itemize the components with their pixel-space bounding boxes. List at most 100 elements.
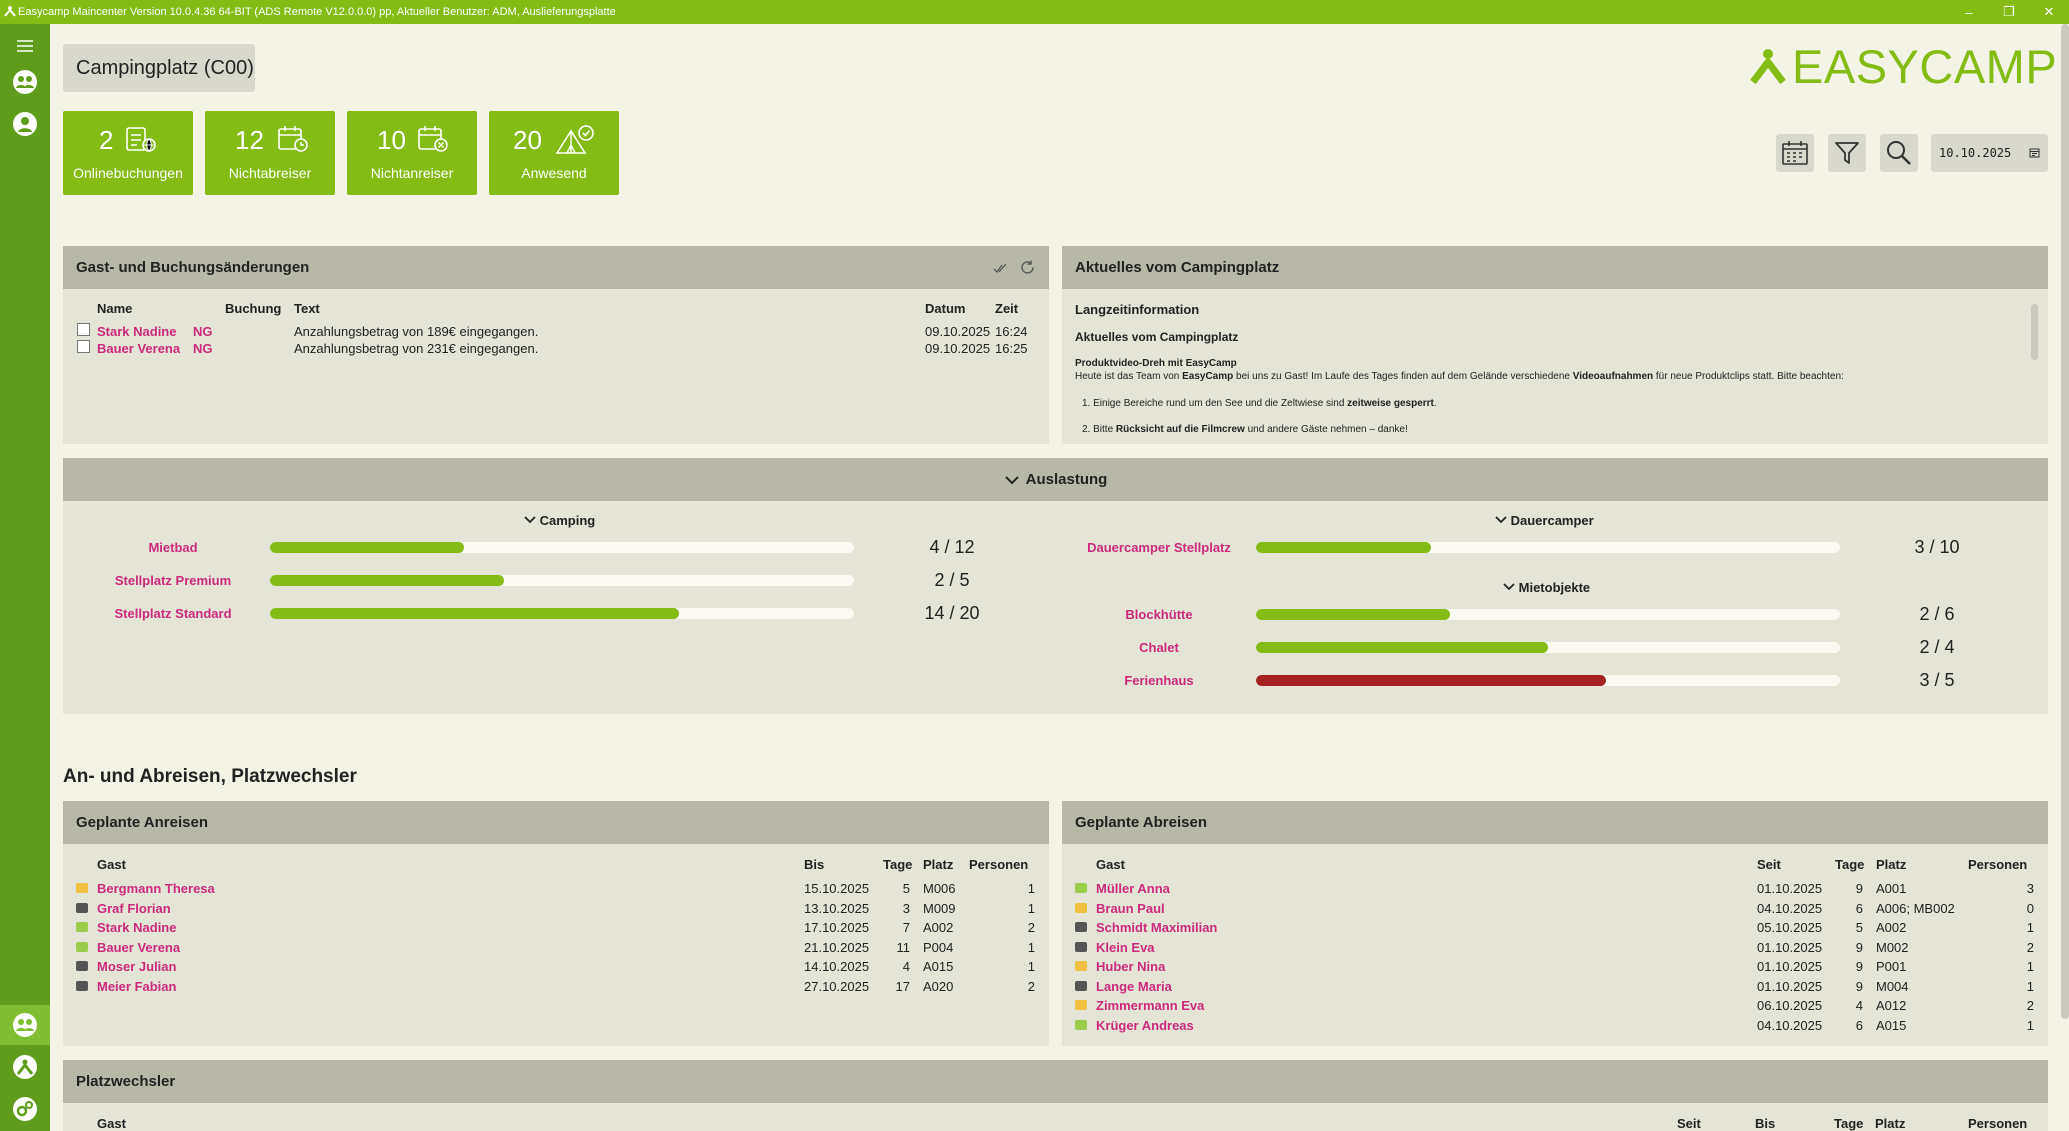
since-date: 06.10.2025: [1757, 998, 1823, 1013]
booking-status-icon: [1075, 922, 1087, 932]
location-selector[interactable]: Campingplatz (C00): [63, 44, 255, 92]
booking-tag[interactable]: NG: [193, 341, 213, 356]
departures-panel: Geplante Abreisen Gast Seit Tage Platz P…: [1062, 801, 2048, 1046]
maximize-button[interactable]: ❐: [2003, 4, 2015, 19]
chevron-down-icon: [1495, 516, 1507, 524]
news-scrollbar[interactable]: [2031, 304, 2038, 360]
news-list-item: 2. Bitte Rücksicht auf die Filmcrew und …: [1082, 424, 1408, 435]
persons-count: 1: [2026, 1017, 2034, 1033]
guest-link[interactable]: Schmidt Maximilian: [1096, 920, 1218, 935]
place-code: M009: [923, 900, 956, 916]
since-date: 04.10.2025: [1757, 1017, 1823, 1033]
occupancy-label[interactable]: Stellplatz Premium: [114, 573, 232, 588]
occupancy-bar-fill: [1256, 675, 1607, 686]
calendar-mini-icon: [2029, 148, 2040, 158]
since-date: 05.10.2025: [1757, 920, 1823, 935]
days-count: 9: [1855, 881, 1863, 896]
guest-link[interactable]: Zimmermann Eva: [1096, 998, 1205, 1013]
dauercamper-group-toggle[interactable]: Dauercamper: [1495, 513, 1594, 528]
guest-link[interactable]: Lange Maria: [1096, 978, 1172, 994]
occupancy-bar-fill: [270, 542, 465, 553]
refresh-icon[interactable]: [1020, 260, 1035, 275]
settings-icon: [13, 1097, 37, 1121]
occupancy-bar: [1256, 609, 1840, 620]
booking-tag[interactable]: NG: [193, 324, 213, 339]
guest-link[interactable]: Bergmann Theresa: [97, 881, 215, 896]
news-panel: Aktuelles vom Campingplatz Langzeitinfor…: [1062, 246, 2048, 444]
col-persons: Personen: [969, 857, 1029, 872]
guest-link[interactable]: Moser Julian: [97, 959, 177, 974]
occupancy-label[interactable]: Mietbad: [148, 540, 198, 555]
occupancy-label[interactable]: Chalet: [1139, 640, 1179, 655]
occupancy-panel: Auslastung Camping Dauercamper Mietobjek…: [63, 458, 2048, 714]
days-count: 6: [1855, 900, 1863, 916]
search-button[interactable]: [1880, 134, 1918, 172]
place-code: A012: [1876, 998, 1907, 1013]
sidebar-item-dashboard[interactable]: [0, 1005, 50, 1045]
easycamp-logo: EASYCAMP: [1748, 40, 2057, 93]
kpi-online-bookings[interactable]: 2 Onlinebuchungen: [63, 111, 193, 195]
days-count: 11: [896, 939, 911, 955]
change-time: 16:25: [995, 341, 1028, 356]
filter-button[interactable]: [1828, 134, 1866, 172]
sidebar-item-staff[interactable]: [0, 104, 50, 144]
menu-button[interactable]: [0, 26, 50, 66]
guest-link[interactable]: Bauer Verena: [97, 939, 181, 955]
booking-status-icon: [1075, 961, 1087, 971]
calendar-button[interactable]: [1776, 134, 1814, 172]
place-code: P001: [1876, 959, 1907, 974]
until-date: 17.10.2025: [804, 920, 870, 935]
col-since: Seit: [1757, 857, 1781, 872]
close-button[interactable]: ✕: [2043, 4, 2055, 19]
guest-link[interactable]: Meier Fabian: [97, 978, 177, 994]
camping-group-toggle[interactable]: Camping: [524, 513, 595, 528]
mietobjekte-group-toggle[interactable]: Mietobjekte: [1503, 580, 1590, 595]
occupancy-label[interactable]: Ferienhaus: [1124, 673, 1194, 688]
guest-link[interactable]: Müller Anna: [1096, 881, 1170, 896]
occupancy-header[interactable]: Auslastung: [63, 458, 2048, 501]
change-text: Anzahlungsbetrag von 231€ eingegangen.: [294, 341, 539, 356]
page-scrollbar[interactable]: [2061, 24, 2069, 1019]
minimize-button[interactable]: –: [1965, 4, 1973, 20]
kpi-non-arrivals[interactable]: 10 Nichtanreiser: [347, 111, 477, 195]
guest-link[interactable]: Huber Nina: [1096, 959, 1166, 974]
guest-link[interactable]: Stark Nadine: [97, 920, 177, 935]
sidebar-item-guests[interactable]: [0, 62, 50, 102]
occupancy-label[interactable]: Blockhütte: [1125, 607, 1193, 622]
persons-count: 0: [2026, 900, 2034, 916]
place-code: A015: [1876, 1017, 1907, 1033]
guest-link[interactable]: Stark Nadine: [97, 324, 177, 339]
sidebar-item-settings[interactable]: [0, 1089, 50, 1129]
booking-status-icon: [1075, 902, 1087, 913]
row-checkbox[interactable]: [77, 340, 90, 353]
kpi-present[interactable]: 20 Anwesend: [489, 111, 619, 195]
persons-count: 1: [1027, 900, 1035, 916]
place-code: M004: [1876, 978, 1909, 994]
change-date: 09.10.2025: [925, 341, 991, 356]
since-date: 01.10.2025: [1757, 959, 1823, 974]
mark-read-icon[interactable]: [993, 262, 1009, 274]
guest-link[interactable]: Braun Paul: [1096, 900, 1165, 916]
days-count: 4: [1855, 998, 1863, 1013]
occupancy-label[interactable]: Stellplatz Standard: [114, 606, 232, 621]
news-paragraph: Heute ist das Team von EasyCamp bei uns …: [1075, 371, 1844, 382]
place-code: A020: [923, 978, 954, 994]
date-picker[interactable]: 10.10.2025: [1931, 134, 2048, 172]
kpi-value: 20: [513, 125, 542, 155]
place-code: A015: [923, 959, 954, 974]
occupancy-bar: [1256, 642, 1840, 653]
occupancy-bar-fill: [1256, 609, 1451, 620]
guest-link[interactable]: Graf Florian: [97, 900, 171, 916]
days-count: 17: [895, 978, 910, 994]
guest-link[interactable]: Bauer Verena: [97, 341, 181, 356]
chevron-down-icon: [1004, 475, 1019, 484]
booking-status-icon: [1075, 941, 1087, 952]
guest-link[interactable]: Krüger Andreas: [1096, 1017, 1194, 1033]
row-checkbox[interactable]: [77, 323, 90, 336]
occupancy-label[interactable]: Dauercamper Stellplatz: [1087, 540, 1231, 555]
guest-link[interactable]: Klein Eva: [1096, 939, 1155, 955]
sidebar-item-easycamp[interactable]: [0, 1047, 50, 1087]
kpi-non-departures[interactable]: 12 Nichtabreiser: [205, 111, 335, 195]
col-place: Platz: [1876, 857, 1907, 872]
arrivals-title: Geplante Anreisen: [76, 814, 208, 831]
